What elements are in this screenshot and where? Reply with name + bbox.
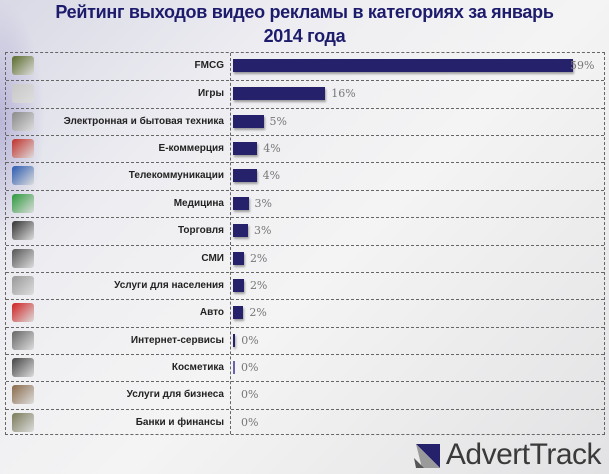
medical-cross-icon <box>12 193 34 213</box>
chart-row: FMCG 59% <box>6 53 604 78</box>
newspaper-icon <box>12 248 34 268</box>
bar <box>233 251 244 265</box>
data-label: 2% <box>249 251 268 265</box>
bar <box>233 114 264 128</box>
chart-row: Авто 2% <box>6 299 604 324</box>
chart-row: Телекоммуникации 4% <box>6 162 604 187</box>
category-label: Торговля <box>177 225 224 237</box>
logo-text: AdvertTrack <box>445 438 602 471</box>
chart-row: Косметика 0% <box>6 353 604 379</box>
bar <box>233 196 249 210</box>
category-label: Интернет-сервисы <box>130 334 224 346</box>
title-line-2: 2014 года <box>263 26 346 46</box>
appliance-icon <box>12 111 34 131</box>
chart-row: Е-коммерция 4% <box>6 135 604 160</box>
chart-table: FMCG 59% Игры 16% Электронная и бытовая техн… <box>5 52 605 435</box>
category-label: Банки и финансы <box>135 416 224 428</box>
category-label: Услуги для бизнеса <box>126 389 224 401</box>
gamepad-icon <box>12 84 34 104</box>
category-label: Е-коммерция <box>158 143 224 155</box>
bar <box>233 169 257 183</box>
grocery-basket-icon <box>12 56 34 75</box>
data-label: 0% <box>241 360 259 374</box>
data-label: 2% <box>249 306 267 320</box>
bar <box>233 278 244 292</box>
chart-row: Торговля 3% <box>6 217 604 242</box>
category-label: СМИ <box>201 252 224 264</box>
category-label: Услуги для населения <box>114 279 224 291</box>
bar <box>233 87 326 101</box>
advert-track-logo: AdvertTrack <box>412 436 602 474</box>
category-label: Медицина <box>173 197 224 209</box>
bar <box>233 306 244 320</box>
cosmetics-icon <box>12 357 34 377</box>
data-label: 5% <box>269 114 287 128</box>
title-line-1: Рейтинг выходов видео рекламы в категори… <box>55 2 554 22</box>
category-label: Косметика <box>171 361 224 373</box>
globe-telecom-icon <box>12 166 34 186</box>
data-label: 4% <box>263 142 281 156</box>
internet-icon <box>12 330 34 350</box>
chart-row: Игры 16% <box>6 80 604 105</box>
shop-icon <box>12 221 34 241</box>
data-label: 3% <box>254 196 272 210</box>
data-label: 0% <box>241 333 259 347</box>
data-label: 3% <box>253 224 272 238</box>
data-label: 0% <box>241 388 259 402</box>
data-label: 4% <box>262 169 281 183</box>
bar <box>233 333 236 347</box>
category-label: Телекоммуникации <box>128 170 224 182</box>
category-label: Авто <box>199 307 224 319</box>
category-label: Игры <box>197 88 224 100</box>
category-label: Электронная и бытовая техника <box>63 115 224 127</box>
chart-title: Рейтинг выходов видео рекламы в категори… <box>0 0 609 48</box>
chart-row: СМИ 2% <box>6 244 604 270</box>
bar <box>233 224 248 238</box>
data-label: 2% <box>249 278 268 292</box>
bar <box>233 360 235 374</box>
data-label: 59% <box>570 59 595 72</box>
car-icon <box>12 303 34 323</box>
chart-row: Электронная и бытовая техника 5% <box>6 107 604 133</box>
bar <box>233 59 573 72</box>
chart-row: Услуги для бизнеса 0% <box>6 381 604 406</box>
column-divider <box>230 53 231 434</box>
logo-mark-icon <box>413 444 440 468</box>
chart-row: Медицина 3% <box>6 189 604 215</box>
chart-row: Услуги для населения 2% <box>6 271 604 297</box>
services-icon <box>12 275 34 295</box>
data-label: 0% <box>241 415 259 429</box>
bank-money-icon <box>12 412 34 432</box>
bar <box>233 142 258 156</box>
business-handshake-icon <box>12 385 34 405</box>
ecommerce-icon <box>12 139 34 159</box>
category-label: FMCG <box>194 60 224 71</box>
chart-row: Банки и финансы 0% <box>6 408 604 434</box>
data-label: 16% <box>331 87 356 101</box>
chart-row: Интернет-сервисы 0% <box>6 326 604 352</box>
